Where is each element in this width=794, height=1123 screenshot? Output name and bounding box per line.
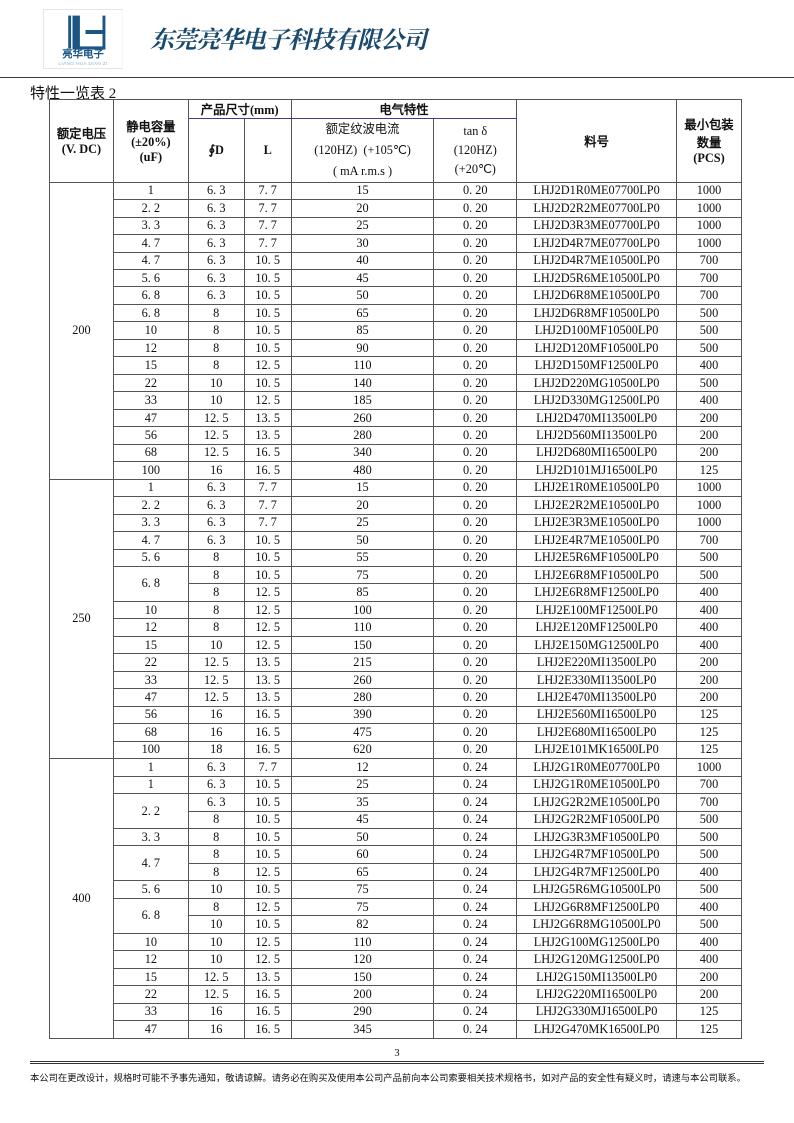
svg-text:LIANG HUA DIAN ZI: LIANG HUA DIAN ZI (58, 61, 107, 67)
svg-text:亮华电子: 亮华电子 (62, 48, 104, 61)
